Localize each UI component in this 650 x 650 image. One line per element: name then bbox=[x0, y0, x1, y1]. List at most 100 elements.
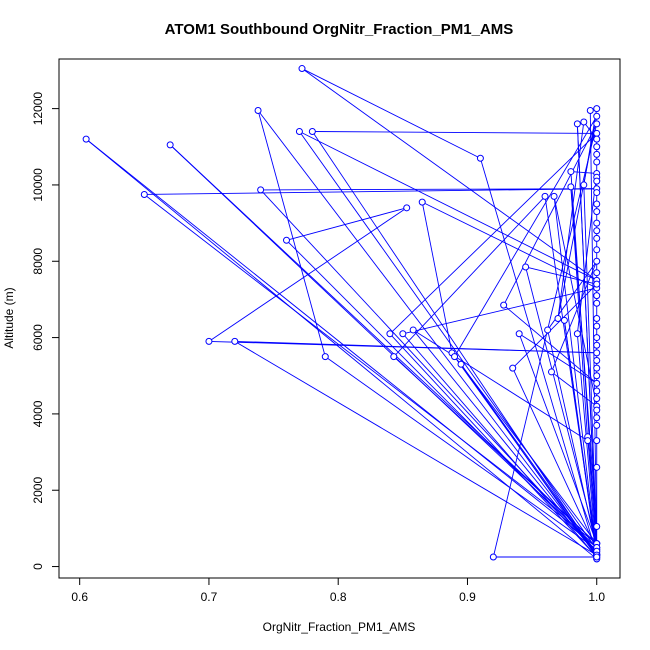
series-segment bbox=[479, 158, 598, 556]
data-point bbox=[593, 120, 601, 128]
data-point bbox=[231, 337, 239, 345]
series-segment bbox=[389, 333, 598, 558]
y-tick-label: 8000 bbox=[31, 248, 45, 275]
data-point bbox=[593, 208, 601, 216]
data-point bbox=[593, 322, 601, 330]
data-point bbox=[399, 330, 407, 338]
series-segment bbox=[583, 184, 598, 548]
data-point bbox=[593, 463, 601, 471]
data-point bbox=[554, 315, 562, 322]
series-segment bbox=[85, 138, 598, 548]
series-segment bbox=[299, 131, 598, 550]
y-tick-label: 0 bbox=[31, 563, 45, 570]
data-point bbox=[308, 128, 316, 136]
data-series bbox=[82, 65, 601, 563]
data-point bbox=[418, 198, 426, 206]
series-segment bbox=[551, 261, 598, 373]
series-segment bbox=[553, 196, 598, 556]
x-axis-label: OrgNitr_Fraction_PM1_AMS bbox=[263, 620, 416, 634]
series-segment bbox=[402, 333, 598, 558]
data-point bbox=[593, 334, 601, 342]
series-segment bbox=[576, 333, 598, 559]
data-point bbox=[489, 553, 497, 561]
data-point bbox=[403, 204, 411, 212]
data-point bbox=[593, 112, 601, 120]
series-segment bbox=[557, 116, 598, 319]
x-tick-label: 0.7 bbox=[201, 590, 218, 604]
data-point bbox=[593, 105, 601, 113]
data-point bbox=[593, 421, 601, 429]
series-segment bbox=[570, 186, 589, 441]
y-tick-label: 12000 bbox=[31, 92, 45, 126]
series-segment bbox=[234, 340, 597, 354]
data-point bbox=[593, 522, 601, 530]
data-point bbox=[140, 190, 148, 198]
series-segment bbox=[570, 186, 598, 527]
data-point bbox=[476, 154, 484, 162]
data-point bbox=[451, 353, 459, 361]
plot-frame bbox=[58, 58, 621, 579]
series-segment bbox=[312, 131, 597, 134]
series-segment bbox=[393, 196, 546, 357]
series-segment bbox=[421, 202, 453, 353]
series-segment bbox=[257, 110, 326, 357]
y-tick-label: 10000 bbox=[31, 168, 45, 202]
x-tick-label: 0.6 bbox=[71, 590, 88, 604]
series-segment bbox=[518, 333, 598, 544]
data-point bbox=[593, 129, 601, 137]
data-point bbox=[573, 330, 581, 338]
x-tick-label: 0.9 bbox=[459, 590, 476, 604]
series-segment bbox=[144, 194, 598, 545]
data-point bbox=[573, 120, 581, 128]
data-point bbox=[567, 183, 575, 191]
data-point bbox=[166, 141, 174, 149]
data-point bbox=[593, 364, 601, 372]
series-segment bbox=[503, 304, 598, 384]
series-segment bbox=[503, 123, 598, 306]
data-point bbox=[82, 135, 90, 143]
data-point bbox=[500, 301, 508, 309]
series-segment bbox=[512, 367, 598, 550]
data-point bbox=[593, 143, 601, 151]
series-segment bbox=[260, 189, 598, 552]
series-segment bbox=[260, 188, 597, 191]
data-point bbox=[550, 192, 558, 200]
data-point bbox=[522, 263, 530, 271]
data-point bbox=[593, 553, 601, 561]
series-segment bbox=[144, 188, 597, 195]
data-point bbox=[544, 326, 552, 334]
series-segment bbox=[286, 239, 598, 552]
data-point bbox=[541, 192, 549, 200]
data-point bbox=[593, 349, 601, 357]
data-point bbox=[584, 437, 592, 445]
series-segment bbox=[589, 110, 598, 552]
data-point bbox=[254, 107, 262, 115]
series-segment bbox=[311, 131, 598, 556]
data-point bbox=[409, 326, 417, 334]
y-axis-label: Altitude (m) bbox=[2, 287, 16, 348]
data-point bbox=[593, 177, 601, 185]
series-segment bbox=[512, 283, 598, 369]
data-point bbox=[593, 387, 601, 395]
series-segment bbox=[553, 196, 598, 407]
data-point bbox=[580, 181, 588, 189]
data-point bbox=[593, 150, 601, 158]
series-segment bbox=[257, 110, 598, 556]
series-segment bbox=[402, 287, 597, 335]
data-point bbox=[321, 353, 329, 361]
data-point bbox=[593, 280, 601, 288]
data-point bbox=[593, 219, 601, 227]
data-point bbox=[560, 316, 568, 324]
series-segment bbox=[422, 201, 597, 289]
data-point bbox=[593, 437, 601, 445]
series-segment bbox=[208, 207, 407, 342]
data-point bbox=[457, 360, 465, 368]
data-point bbox=[593, 234, 601, 242]
series-segment bbox=[299, 131, 597, 281]
data-point bbox=[547, 368, 555, 376]
series-segment bbox=[389, 133, 598, 335]
data-point bbox=[386, 330, 394, 338]
series-segment bbox=[301, 68, 597, 281]
series-segment bbox=[557, 121, 585, 319]
